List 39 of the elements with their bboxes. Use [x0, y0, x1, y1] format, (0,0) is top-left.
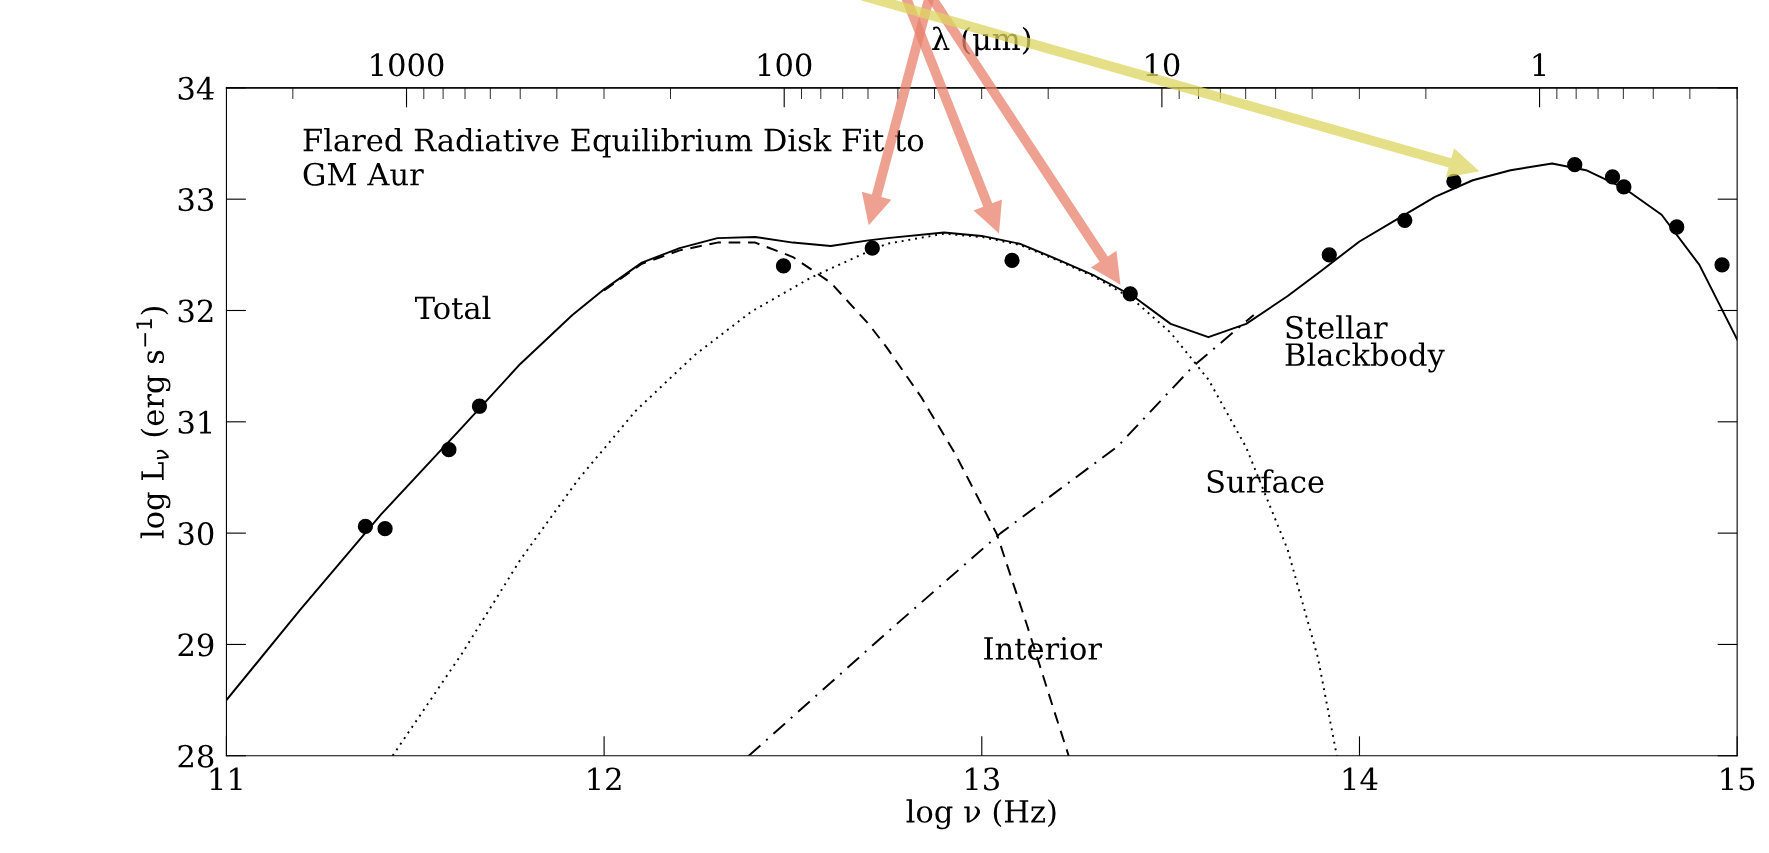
- y-tick-label: 31: [178, 410, 211, 434]
- series-label: Interior: [984, 637, 1102, 660]
- point: [775, 258, 792, 274]
- series-label: Total: [415, 295, 491, 320]
- point: [1397, 212, 1413, 228]
- series-label: Surface: [1207, 469, 1324, 494]
- point: [441, 441, 457, 458]
- x-tick-label: 11: [210, 767, 242, 791]
- point: [377, 521, 393, 537]
- y-tick-label: 28: [178, 744, 214, 768]
- point: [1122, 286, 1138, 302]
- y-tick-label: 34: [178, 76, 214, 100]
- point: [1567, 157, 1583, 173]
- x-tick-label: 15: [1721, 767, 1755, 791]
- text: Flared Radiative Equilibrium Disk Fit to GM Aur: [303, 127, 924, 186]
- point: [357, 518, 374, 535]
- y-axis-title: log L$_{ν}$ (erg s$^{−1}$): [136, 306, 171, 539]
- point: [1669, 219, 1685, 235]
- x2-tick-label: 1000: [371, 53, 444, 77]
- x-tick-label: 14: [1343, 767, 1378, 791]
- y-tick-label: 33: [178, 188, 214, 212]
- point: [1321, 247, 1337, 263]
- point: [1616, 179, 1632, 195]
- x-tick-label: 12: [588, 767, 621, 791]
- point: [1714, 257, 1730, 273]
- y-tick-label: 32: [178, 299, 213, 323]
- x-axis-title: log ν (Hz): [906, 799, 1056, 830]
- point: [864, 240, 880, 256]
- x2-tick-label: 1: [1533, 53, 1545, 76]
- point: [1604, 169, 1621, 185]
- x2-axis-title: λ (μm): [932, 26, 1031, 57]
- x2-tick-label: 10: [1146, 53, 1180, 77]
- y-tick-label: 30: [178, 522, 214, 546]
- x2-tick-label: 100: [758, 53, 812, 77]
- point: [1004, 252, 1020, 269]
- series-label: Stellar Blackbody: [1285, 315, 1445, 373]
- y-tick-label: 29: [178, 633, 214, 657]
- x-tick-label: 13: [966, 767, 999, 791]
- point: [471, 398, 488, 414]
